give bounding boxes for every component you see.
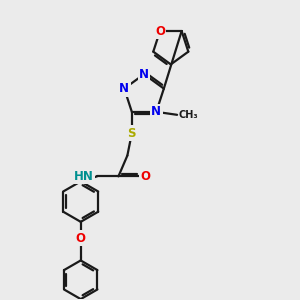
Text: S: S (128, 127, 136, 140)
Text: CH₃: CH₃ (178, 110, 198, 120)
Text: N: N (139, 68, 149, 81)
Text: N: N (119, 82, 129, 95)
Text: N: N (151, 105, 161, 118)
Text: O: O (140, 170, 150, 183)
Text: O: O (155, 25, 165, 38)
Text: HN: HN (74, 170, 94, 183)
Text: O: O (76, 232, 86, 245)
